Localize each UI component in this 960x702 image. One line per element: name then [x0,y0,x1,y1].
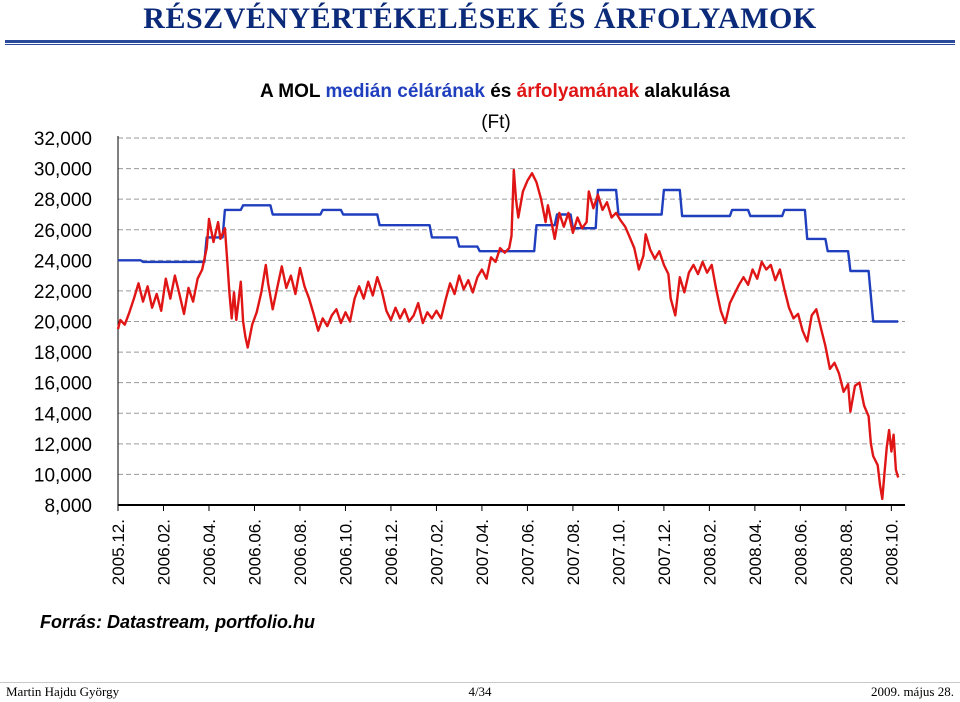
chart-title-part: alakulása [639,81,730,102]
share-price-line [116,168,900,501]
x-tick-label: 2007.12. [655,519,674,585]
y-tick-label: 16,000 [34,374,92,395]
x-tick-label: 2006.10. [336,519,355,585]
series-lines [116,168,900,501]
median-target-price-line [118,188,899,323]
x-tick-label: 2006.08. [291,519,310,585]
mol-price-target-chart: 32,000 30,000 28,000 26,000 24,000 22,000 20,0… [34,81,905,632]
x-tick-label: 2007.08. [564,519,583,585]
slide-title: RÉSZVÉNYÉRTÉKELÉSEK ÉS ÁRFOLYAMOK [143,2,817,35]
y-tick-label: 8,000 [44,496,92,517]
chart-source: Forrás: Datastream, portfolio.hu [40,612,315,632]
y-axis: 32,000 30,000 28,000 26,000 24,000 22,000 20,0… [34,129,119,517]
footer-date: 2009. május 28. [870,684,954,699]
y-tick-label: 20,000 [34,313,92,334]
title-underline [5,40,955,45]
chart-title: A MOL medián célárának és árfolyamának a… [260,81,730,102]
x-tick-label: 2007.02. [427,519,446,585]
x-tick-label: 2005.12. [109,519,128,585]
x-tick-label: 2006.02. [154,519,173,585]
footer-page-number: 4/34 [468,684,492,699]
y-tick-label: 14,000 [34,404,92,425]
y-tick-label: 32,000 [34,129,92,150]
x-tick-label: 2006.12. [382,519,401,585]
x-tick-label: 2007.10. [609,519,628,585]
y-tick-label: 10,000 [34,465,92,486]
x-tick-label: 2008.08. [837,519,856,585]
y-tick-label: 18,000 [34,343,92,364]
y-tick-label: 28,000 [34,190,92,211]
x-tick-label: 2006.04. [200,519,219,585]
x-tick-label: 2007.04. [473,519,492,585]
y-tick-label: 24,000 [34,251,92,272]
x-tick-label: 2007.06. [518,519,537,585]
chart-title-part: medián célárának [325,81,485,102]
chart-unit-label: (Ft) [481,112,511,133]
x-tick-label: 2008.06. [791,519,810,585]
x-tick-label: 2008.04. [746,519,765,585]
x-tick-label: 2008.02. [700,519,719,585]
x-tick-label: 2006.06. [245,519,264,585]
chart-title-part: A MOL [260,81,325,102]
chart-title-part: és [485,81,517,102]
chart-texts: A MOL medián célárának és árfolyamának a… [40,81,730,632]
y-tick-label: 22,000 [34,282,92,303]
footer-divider [0,682,960,683]
x-axis: 2005.12. 2006.02. 2006.04. 2006.06. 2006.08.… [109,504,905,585]
footer-author: Martin Hajdu György [6,684,120,699]
y-tick-label: 30,000 [34,160,92,181]
y-tick-label: 12,000 [34,435,92,456]
chart-title-part: árfolyamának [517,81,640,102]
y-tick-label: 26,000 [34,221,92,242]
x-tick-label: 2008.10. [882,519,901,585]
